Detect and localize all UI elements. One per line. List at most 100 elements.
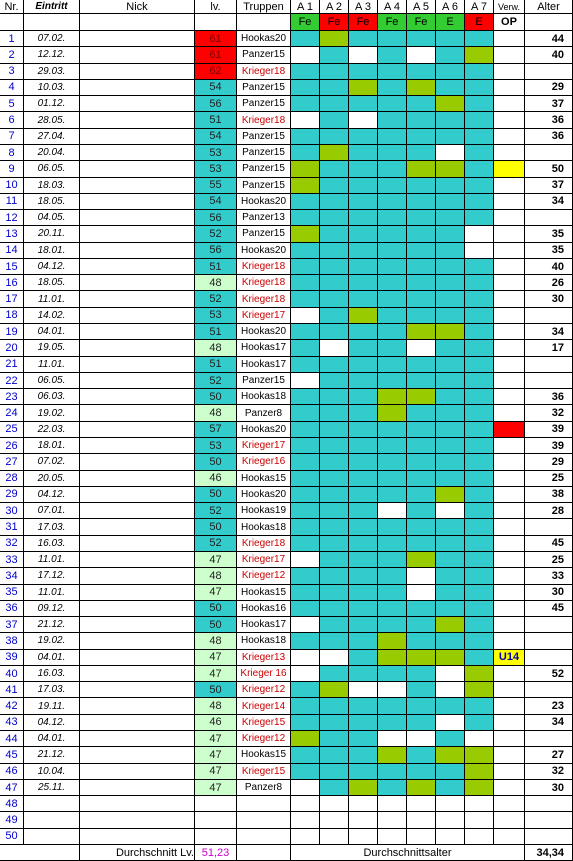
row-number: 14 (0, 242, 24, 259)
attack-cell (465, 828, 494, 845)
verw (494, 763, 525, 780)
attack-cell (465, 324, 494, 341)
attack-cell (378, 258, 407, 276)
row-number: 21 (0, 356, 24, 373)
attack-cell (349, 665, 378, 683)
attack-cell (436, 210, 465, 227)
level: 53 (195, 161, 237, 178)
nick (80, 747, 195, 764)
attack-cell (349, 649, 378, 666)
nick (80, 389, 195, 406)
attack-cell (349, 714, 378, 732)
verw (494, 519, 525, 536)
troops: Panzer15 (237, 177, 291, 194)
nick (80, 600, 195, 618)
attack-cell (378, 144, 407, 162)
nick (80, 486, 195, 504)
attack-cell (320, 177, 349, 194)
verw (494, 747, 525, 764)
age: 28 (525, 503, 573, 520)
nick (80, 503, 195, 520)
attack-cell (407, 568, 436, 585)
level: 48 (195, 275, 237, 292)
entry-date: 07.02. (24, 454, 80, 471)
attack-cell (407, 112, 436, 129)
row-number: 42 (0, 698, 24, 715)
attack-cell (436, 356, 465, 373)
troops: Krieger14 (237, 698, 291, 715)
attack-cell (378, 698, 407, 715)
column-header: A 2 (320, 0, 349, 14)
attack-cell (378, 438, 407, 455)
attack-cell (407, 405, 436, 422)
entry-date: 17.03. (24, 519, 80, 536)
attack-cell (465, 47, 494, 64)
attack-cell (378, 486, 407, 504)
nick (80, 405, 195, 422)
sub-header: Fe (291, 14, 320, 31)
attack-cell (465, 258, 494, 276)
attack-cell (320, 63, 349, 80)
attack-cell (291, 812, 320, 829)
attack-cell (291, 649, 320, 666)
attack-cell (436, 649, 465, 666)
attack-cell (465, 812, 494, 829)
attack-cell (465, 617, 494, 634)
attack-cell (436, 568, 465, 585)
attack-cell (407, 421, 436, 438)
attack-cell (436, 144, 465, 162)
age (525, 144, 573, 162)
nick (80, 258, 195, 276)
entry-date: 27.04. (24, 128, 80, 145)
attack-cell (407, 307, 436, 325)
age (525, 617, 573, 634)
attack-cell (291, 421, 320, 438)
entry-date: 07.01. (24, 503, 80, 520)
attack-cell (436, 470, 465, 487)
entry-date: 04.12. (24, 258, 80, 276)
attack-cell (436, 258, 465, 276)
attack-cell (378, 731, 407, 748)
attack-cell (349, 731, 378, 748)
verw (494, 356, 525, 373)
column-header: Truppen (237, 0, 291, 14)
attack-cell (378, 63, 407, 80)
nick (80, 584, 195, 601)
entry-date: 21.12. (24, 617, 80, 634)
attack-cell (378, 128, 407, 145)
troops: Hookas17 (237, 617, 291, 634)
troops: Krieger12 (237, 568, 291, 585)
verw (494, 372, 525, 390)
attack-cell (291, 307, 320, 325)
attack-cell (291, 112, 320, 129)
troops: Panzer15 (237, 226, 291, 243)
attack-cell (349, 470, 378, 487)
attack-cell (465, 210, 494, 227)
troops: Hookas20 (237, 421, 291, 438)
troops: Hookas15 (237, 747, 291, 764)
attack-cell (436, 812, 465, 829)
verw (494, 324, 525, 341)
level: 52 (195, 226, 237, 243)
attack-cell (436, 600, 465, 618)
age (525, 519, 573, 536)
attack-cell (320, 258, 349, 276)
troops (237, 796, 291, 813)
verw (494, 454, 525, 471)
attack-cell (320, 210, 349, 227)
entry-date: 18.05. (24, 275, 80, 292)
entry-date: 22.03. (24, 421, 80, 438)
level: 54 (195, 193, 237, 211)
troops: Panzer8 (237, 405, 291, 422)
attack-cell (320, 389, 349, 406)
troops: Panzer8 (237, 779, 291, 797)
attack-cell (320, 779, 349, 797)
attack-cell (320, 568, 349, 585)
nick (80, 47, 195, 64)
attack-cell (378, 210, 407, 227)
attack-cell (378, 503, 407, 520)
age: 45 (525, 600, 573, 618)
nick (80, 535, 195, 552)
entry-date: 17.12. (24, 568, 80, 585)
age: 38 (525, 486, 573, 504)
